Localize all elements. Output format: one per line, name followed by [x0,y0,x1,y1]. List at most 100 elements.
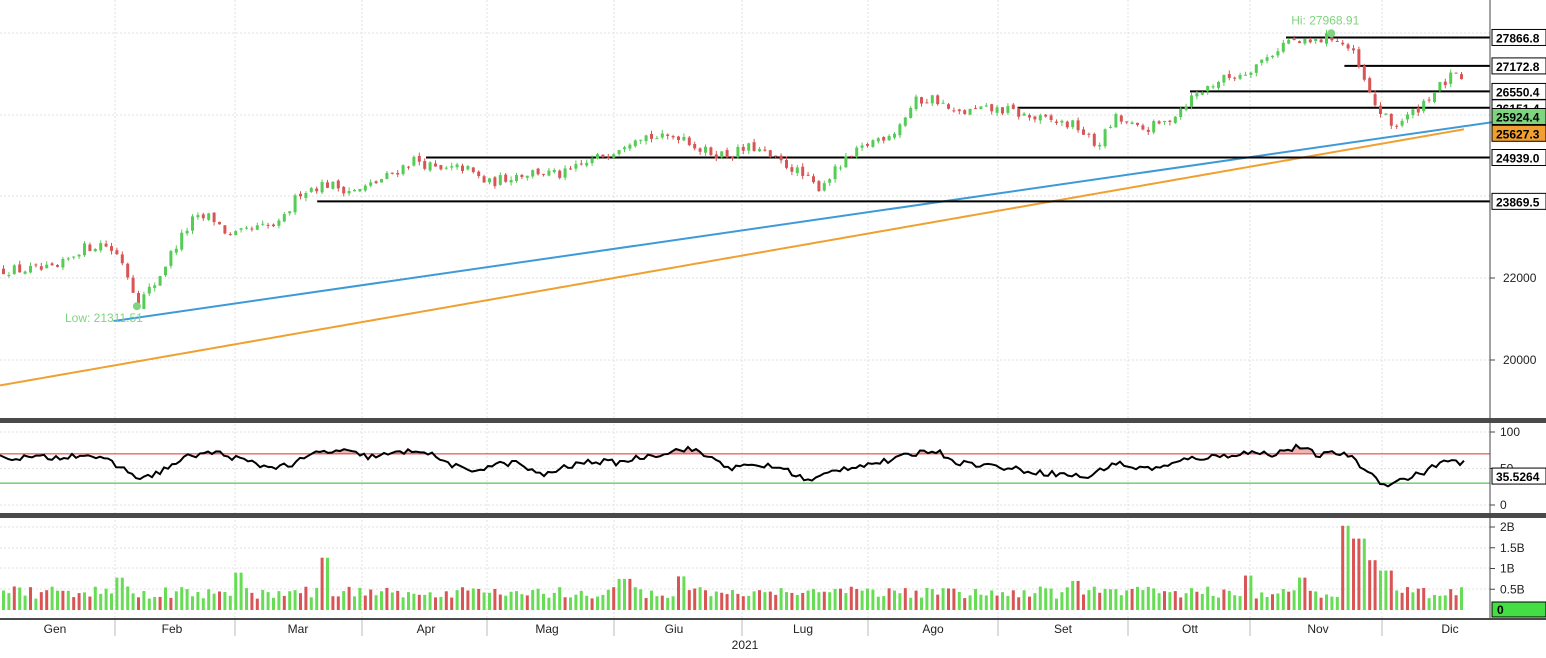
candle-body [202,214,205,218]
volume-bar [1276,593,1279,610]
volume-bar [29,587,32,610]
volume-bar [925,588,928,610]
volume-bar [704,590,707,610]
volume-bar [1077,581,1080,610]
candle-body [51,263,54,265]
volume-bar [191,596,194,610]
volume-bar [180,587,183,610]
volume-bar [747,596,750,610]
volume-bar [1260,592,1263,610]
volume-bar [299,593,302,610]
candle-body [1217,82,1220,88]
candle-body [488,178,491,182]
volume-bar [234,573,237,610]
candle-body [601,155,604,157]
volume-bar [1174,591,1177,610]
volume-bar [358,588,361,610]
volume-tick-label: 1.5B [1500,541,1525,555]
candle-body [272,225,275,227]
candle-body [688,138,691,145]
candle-body [29,266,32,273]
volume-bar [1357,539,1360,610]
candle-body [882,137,885,141]
candle-body [461,166,464,171]
candle-body [564,168,567,177]
candle-body [1125,121,1128,122]
volume-bar [1249,576,1252,610]
volume-bar [1239,596,1242,610]
candle-body [942,103,945,104]
volume-bar [807,591,810,610]
volume-bar [321,558,324,610]
candle-body [1168,121,1171,122]
volume-bar [601,595,604,610]
candle-body [391,173,394,174]
volume-bar [434,597,437,610]
trend-tag: 25924.4 [1496,111,1540,125]
volume-bar [801,593,804,610]
volume-bar [1266,597,1269,610]
volume-bar [909,598,912,610]
candle-body [1044,115,1047,117]
candle-body [672,136,675,137]
volume-bar [380,591,383,610]
candle-body [499,175,502,185]
panel-separators [0,418,1546,620]
volume-bar [682,576,685,610]
candle-body [72,257,75,258]
volume-bar [650,591,653,610]
month-label: Lug [793,622,813,636]
candle-body [704,147,707,153]
candle-body [920,97,923,103]
month-label: Giu [665,622,684,636]
candle-body [1082,129,1085,134]
volume-bar [612,587,615,610]
volume-bar [742,596,745,610]
candle-body [1395,126,1398,127]
volume-tick-label: 1B [1500,562,1515,576]
candle-body [159,276,162,285]
candle-body [115,250,118,254]
candle-body [1228,74,1231,78]
volume-bar [1071,581,1074,610]
volume-bar [542,594,545,610]
volume-bar [520,594,523,610]
candle-body [1179,109,1182,117]
volume-bar [1120,595,1123,610]
candle-body [1298,41,1301,43]
volume-bar [1287,592,1290,610]
candle-body [456,164,459,167]
candle-body [1087,134,1090,135]
candle-body [445,168,448,169]
candle-body [13,265,16,274]
candle-body [861,145,864,147]
candle-body [607,158,610,159]
candle-body [1006,106,1009,113]
candle-body [229,234,232,235]
volume-bar [115,578,118,610]
volume-bar [72,597,75,610]
volume-bar [13,586,16,610]
candle-body [1352,48,1355,50]
candle-body [1266,57,1269,61]
candle-body [1347,44,1350,48]
candle-body [142,294,145,309]
volume-bar [439,597,442,610]
candle-body [299,194,302,197]
candle-body [434,164,437,167]
candle-body [1384,113,1387,114]
high-marker [1327,29,1335,37]
month-label: Mar [288,622,309,636]
volume-bar [34,599,37,610]
volume-bar [315,588,318,610]
candle-body [250,229,253,230]
candle-body [661,133,664,137]
volume-bar [1147,587,1150,610]
volume-bar [121,578,124,610]
candle-body [801,167,804,176]
candle-body [385,173,388,179]
volume-bar [1309,591,1312,610]
candle-body [321,182,324,192]
volume-bar [974,589,977,610]
month-label: Mag [535,622,558,636]
